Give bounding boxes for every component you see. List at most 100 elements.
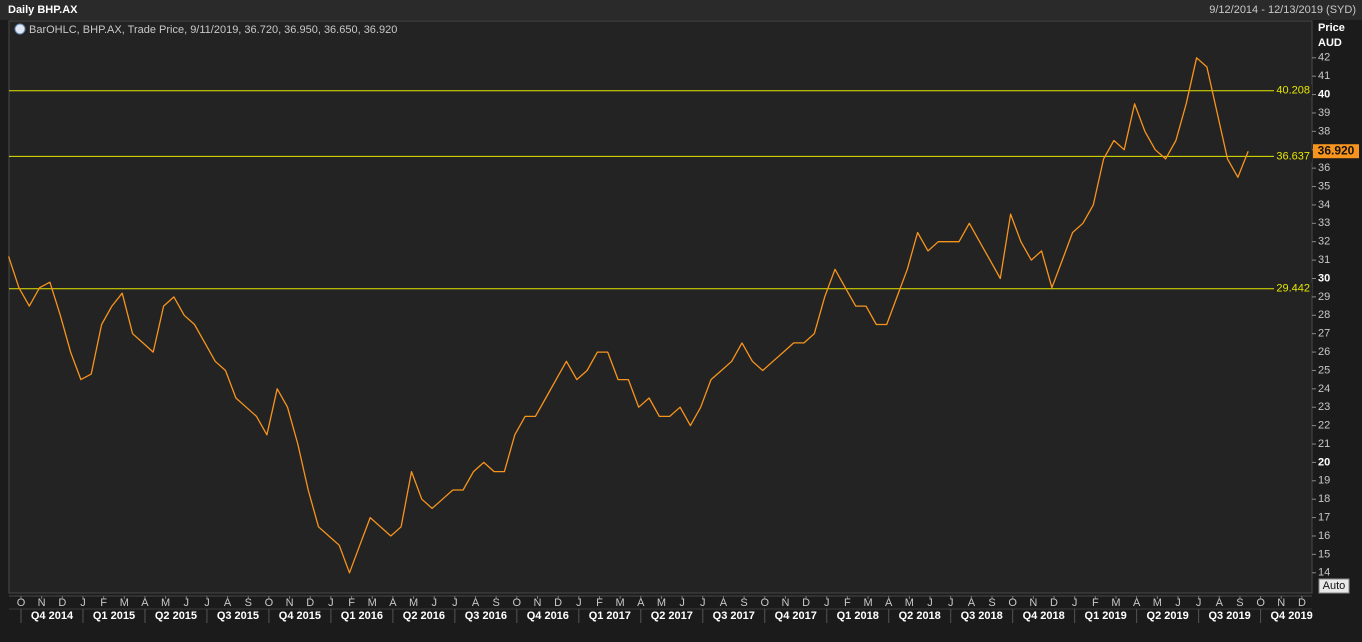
y-tick-label: 42 xyxy=(1318,52,1330,64)
x-tick-label: A xyxy=(720,597,728,609)
quarter-label: Q4 2019 xyxy=(1270,610,1312,622)
x-tick-label: M xyxy=(368,597,377,609)
x-tick-label: A xyxy=(472,597,480,609)
x-tick-label: N xyxy=(781,597,789,609)
level-label-bg xyxy=(1274,282,1312,295)
y-tick-label: 15 xyxy=(1318,548,1330,560)
x-tick-label: M xyxy=(905,597,914,609)
legend-icon[interactable] xyxy=(14,23,26,35)
quarter-label: Q4 2017 xyxy=(775,610,817,622)
quarter-label: Q3 2017 xyxy=(713,610,755,622)
x-tick-label: J xyxy=(824,597,830,609)
quarter-label: Q1 2016 xyxy=(341,610,383,622)
x-tick-label: S xyxy=(1236,597,1243,609)
y-tick-label: 35 xyxy=(1318,180,1330,192)
last-value-tag xyxy=(1313,144,1359,159)
x-tick-label: J xyxy=(679,597,685,609)
x-tick-label: J xyxy=(80,597,86,609)
quarter-label: Q2 2019 xyxy=(1147,610,1189,622)
y-tick-label: 27 xyxy=(1318,328,1330,340)
quarter-label: Q3 2018 xyxy=(961,610,1003,622)
level-label: 29.442 xyxy=(1276,283,1310,295)
x-tick-label: J xyxy=(576,597,582,609)
x-tick-label: O xyxy=(265,597,274,609)
y-tick-label: 19 xyxy=(1318,475,1330,487)
x-tick-label: M xyxy=(1153,597,1162,609)
x-tick-label: M xyxy=(616,597,625,609)
y-tick-label: 38 xyxy=(1318,125,1330,137)
quarter-label: Q1 2017 xyxy=(589,610,631,622)
x-tick-label: J xyxy=(452,597,458,609)
y-tick-label: 22 xyxy=(1318,420,1330,432)
last-value-label: 36.920 xyxy=(1318,143,1355,157)
quarter-label: Q4 2015 xyxy=(279,610,321,622)
x-tick-label: N xyxy=(1029,597,1037,609)
quarter-label: Q2 2017 xyxy=(651,610,693,622)
quarter-label: Q4 2016 xyxy=(527,610,569,622)
x-tick-label: F xyxy=(596,597,603,609)
y-tick-label: 33 xyxy=(1318,217,1330,229)
y-tick-label: 29 xyxy=(1318,291,1330,303)
x-tick-label: S xyxy=(493,597,500,609)
x-tick-label: O xyxy=(760,597,769,609)
x-tick-label: N xyxy=(286,597,294,609)
x-tick-label: N xyxy=(38,597,46,609)
x-tick-label: M xyxy=(409,597,418,609)
quarter-label: Q4 2014 xyxy=(31,610,74,622)
date-range: 9/12/2014 - 12/13/2019 (SYD) xyxy=(1209,4,1356,16)
level-label-bg xyxy=(1274,84,1312,97)
quarter-label: Q1 2019 xyxy=(1085,610,1127,622)
y-tick-label: 40 xyxy=(1318,88,1330,100)
x-tick-label: A xyxy=(224,597,232,609)
level-label-bg xyxy=(1274,150,1312,163)
x-tick-label: S xyxy=(245,597,252,609)
y-tick-label: 18 xyxy=(1318,493,1330,505)
x-tick-label: M xyxy=(657,597,666,609)
x-tick-label: J xyxy=(184,597,190,609)
y-tick-label: 30 xyxy=(1318,272,1330,284)
x-tick-label: D xyxy=(306,597,314,609)
quarter-label: Q2 2016 xyxy=(403,610,445,622)
auto-button-label[interactable]: Auto xyxy=(1323,580,1346,592)
x-tick-label: A xyxy=(885,597,893,609)
x-tick-label: O xyxy=(17,597,26,609)
quarter-label: Q3 2019 xyxy=(1209,610,1251,622)
legend-text: BarOHLC, BHP.AX, Trade Price, 9/11/2019,… xyxy=(29,24,397,36)
x-tick-label: J xyxy=(927,597,933,609)
y-tick-label: 31 xyxy=(1318,254,1330,266)
y-tick-label: 34 xyxy=(1318,199,1330,211)
x-tick-label: M xyxy=(863,597,872,609)
x-tick-label: J xyxy=(431,597,437,609)
y-tick-label: 39 xyxy=(1318,107,1330,119)
quarter-label: Q3 2015 xyxy=(217,610,259,622)
x-tick-label: F xyxy=(348,597,355,609)
x-tick-label: M xyxy=(161,597,170,609)
price-line xyxy=(7,57,1249,574)
x-tick-label: A xyxy=(141,597,149,609)
y-axis-label: Price xyxy=(1318,22,1345,34)
x-tick-label: D xyxy=(1298,597,1306,609)
auto-button[interactable] xyxy=(1318,578,1350,594)
x-tick-label: J xyxy=(204,597,210,609)
y-tick-label: 16 xyxy=(1318,530,1330,542)
x-tick-label: A xyxy=(389,597,397,609)
y-tick-label: 20 xyxy=(1318,456,1330,468)
x-tick-label: F xyxy=(1092,597,1099,609)
y-axis-unit: AUD xyxy=(1318,37,1342,49)
x-tick-label: D xyxy=(1050,597,1058,609)
plot-area xyxy=(8,20,1313,594)
quarter-label: Q1 2018 xyxy=(837,610,879,622)
quarter-label: Q1 2015 xyxy=(93,610,135,622)
x-tick-label: J xyxy=(1175,597,1181,609)
quarter-label: Q2 2018 xyxy=(899,610,941,622)
x-tick-label: N xyxy=(1277,597,1285,609)
x-tick-label: J xyxy=(700,597,706,609)
x-tick-label: O xyxy=(1256,597,1265,609)
x-tick-label: F xyxy=(100,597,107,609)
y-tick-label: 25 xyxy=(1318,364,1330,376)
x-tick-label: D xyxy=(554,597,562,609)
x-tick-label: F xyxy=(844,597,851,609)
y-tick-label: 41 xyxy=(1318,70,1330,82)
x-tick-label: N xyxy=(534,597,542,609)
